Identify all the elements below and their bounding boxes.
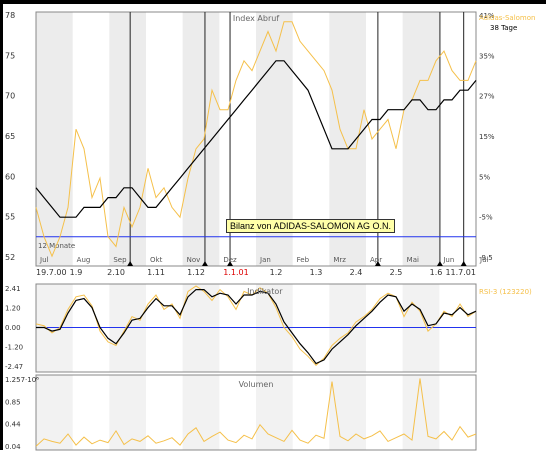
y-tick-label-right: 35% [479, 52, 495, 60]
month-band [109, 375, 146, 450]
y-tick-label: 55 [5, 213, 15, 222]
month-band [109, 12, 146, 266]
month-label: Feb [297, 256, 310, 264]
panel-frame [35, 11, 477, 267]
month-band [36, 375, 73, 450]
y-tick-label: 0.04 [5, 443, 21, 451]
month-band [256, 284, 293, 372]
event-marker [201, 261, 208, 266]
y-tick-label: 70 [5, 92, 15, 101]
month-label: Sep [113, 256, 127, 264]
date-label: 19.7.00 [36, 268, 67, 277]
y-tick-label: -2.47 [5, 363, 23, 371]
event-marker [460, 261, 467, 266]
volume-series [35, 378, 477, 447]
panel-title: Indikator [247, 287, 283, 296]
date-label: 2.10 [107, 268, 125, 277]
month-band [36, 12, 73, 266]
event-marker [127, 261, 134, 266]
indicator-series [35, 285, 477, 367]
y-tick-label: 0.85 [5, 398, 21, 406]
legend-indicator: RSI-3 (123220) [479, 288, 532, 296]
y-tick-label-right: 5% [479, 173, 490, 181]
y-tick-label-right: -9.5 [479, 254, 493, 262]
date-label: 1.1.01 [223, 268, 248, 277]
month-band [402, 284, 440, 372]
y-tick-label-right: -5% [479, 214, 493, 222]
y-tick-label: 0.00 [5, 324, 21, 332]
month-label: Mai [407, 256, 419, 264]
month-label: Dez [223, 256, 237, 264]
month-label: Okt [150, 256, 163, 264]
date-label: 1.2 [270, 268, 283, 277]
month-label: Jul [479, 256, 489, 264]
event-tooltip[interactable]: Bilanz von ADIDAS-SALOMON AG O.N. [226, 219, 396, 233]
month-band [182, 375, 220, 450]
average-series [35, 60, 477, 218]
panel-title: Index Abruf [233, 14, 279, 23]
date-label: 1.11 [147, 268, 165, 277]
month-label: Jun [442, 256, 454, 264]
panel-title: Volumen [239, 380, 274, 389]
y-tick-label: 60 [5, 172, 15, 181]
y-tick-label-right: 15% [479, 133, 495, 141]
month-label: Nov [187, 256, 201, 264]
y-tick-label: 0.44 [5, 421, 21, 429]
y-tick-label: 65 [5, 132, 15, 141]
y-tick-label: 78 [5, 11, 15, 20]
event-marker [227, 261, 234, 266]
month-band [182, 12, 220, 266]
event-marker [374, 261, 381, 266]
date-label: 2.5 [390, 268, 403, 277]
legend-series: Adidas-Salomon [479, 14, 535, 22]
month-label: Jan [259, 256, 271, 264]
y-tick-label: -1.20 [5, 344, 23, 352]
y-tick-label: 75 [5, 51, 15, 60]
y-tick-label: 1.257·10⁶ [5, 376, 39, 384]
event-marker [436, 261, 443, 266]
y-tick-label: 2.41 [5, 285, 21, 293]
month-label: Apr [370, 256, 382, 264]
y-tick-label-right: 27% [479, 93, 495, 101]
month-label: Mrz [333, 256, 346, 264]
date-label: 1.12 [187, 268, 205, 277]
date-label: 1.6 [430, 268, 443, 277]
date-label: 1.9 [70, 268, 83, 277]
month-label: Aug [77, 256, 91, 264]
date-label: 2.4 [350, 268, 363, 277]
price-series [35, 21, 477, 258]
y-tick-label: 1.20 [5, 305, 21, 313]
month-label: Jul [39, 256, 49, 264]
month-band [329, 284, 366, 372]
month-band [329, 375, 366, 450]
date-label: 1.3 [310, 268, 323, 277]
month-band [402, 12, 440, 266]
y-tick-label-right: 41% [479, 12, 495, 20]
date-label: 11.7.01 [445, 268, 476, 277]
y-tick-label: 52 [5, 253, 15, 262]
indicator-average [36, 289, 477, 365]
legend-average: 38 Tage [490, 24, 517, 32]
